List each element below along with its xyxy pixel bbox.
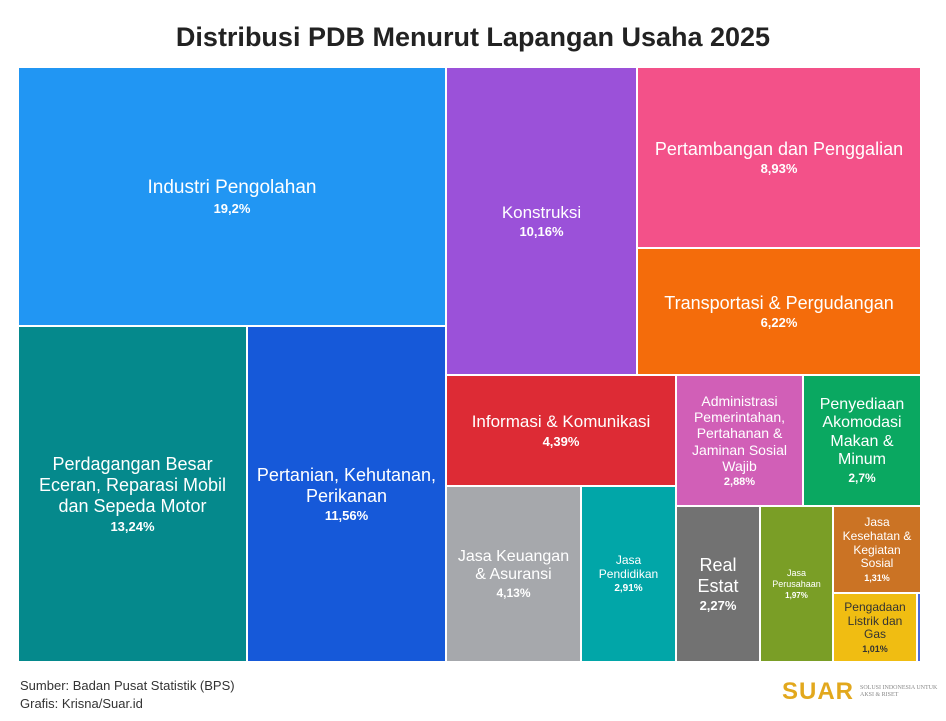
tile-value: 2,27% xyxy=(699,598,737,614)
tile-industri-pengolahan: Industri Pengolahan 19,2% xyxy=(18,67,446,326)
chart-title: Distribusi PDB Menurut Lapangan Usaha 20… xyxy=(175,22,771,52)
tile-transportasi: Transportasi & Pergudangan 6,22% xyxy=(637,248,921,375)
tile-jasa-kesehatan: Jasa Kesehatan & Kegiatan Sosial 1,31% xyxy=(833,506,921,593)
tile-value: 4,13% xyxy=(496,586,531,601)
tile-pengadaan-listrik-gas: Pengadaan Listrik dan Gas 1,01% xyxy=(833,593,917,662)
tile-value: 11,56% xyxy=(324,508,369,524)
tile-value: 13,24% xyxy=(110,518,155,534)
tile-value: 4,39% xyxy=(542,433,580,449)
tile-pertambangan: Pertambangan dan Penggalian 8,93% xyxy=(637,67,921,248)
tile-value: 2,7% xyxy=(848,471,876,486)
credit-note: Grafis: Krisna/Suar.id xyxy=(20,696,143,711)
tile-label: Industri Pengolahan xyxy=(147,177,317,199)
tile-label: Administrasi Pemerintahan, Pertahanan & … xyxy=(692,393,787,474)
tile-label: Pertanian, Kehutanan, Perikanan xyxy=(256,464,437,506)
logo-wordmark: SUAR xyxy=(782,678,855,705)
tile-label: Perdagangan Besar Eceran, Reparasi Mobil… xyxy=(38,454,227,516)
tile-value: 6,22% xyxy=(760,315,798,331)
tile-value: 1,01% xyxy=(862,644,888,655)
tile-label: Jasa Kesehatan & Kegiatan Sosial xyxy=(842,514,912,571)
tile-pertanian: Pertanian, Kehutanan, Perikanan 11,56% xyxy=(247,326,446,662)
tile-konstruksi: Konstruksi 10,16% xyxy=(446,67,637,375)
tile-label: Penyediaan Akomodasi Makan & Minum xyxy=(819,395,905,468)
tile-akomodasi-makan-minum: Penyediaan Akomodasi Makan & Minum 2,7% xyxy=(803,375,921,506)
tile-value: 1,31% xyxy=(864,573,890,584)
tile-informasi-komunikasi: Informasi & Komunikasi 4,39% xyxy=(446,375,676,486)
suar-logo: SUAR SOLUSI INDONESIA UNTUK AKSI & RISET xyxy=(782,678,938,706)
tile-label: Jasa Keuangan & Asuransi xyxy=(457,547,570,583)
logo-tagline: SOLUSI INDONESIA UNTUK AKSI & RISET xyxy=(860,684,938,698)
tile-label: Informasi & Komunikasi xyxy=(471,412,651,432)
tile-administrasi-pemerintahan: Administrasi Pemerintahan, Pertahanan & … xyxy=(676,375,803,506)
source-note: Sumber: Badan Pusat Statistik (BPS) xyxy=(20,678,235,693)
tile-other-small xyxy=(917,593,921,662)
tile-label: Pengadaan Listrik dan Gas xyxy=(844,599,906,642)
tile-jasa-perusahaan: Jasa Perusahaan 1,97% xyxy=(760,506,833,662)
tile-value: 2,91% xyxy=(614,583,643,595)
tile-jasa-keuangan: Jasa Keuangan & Asuransi 4,13% xyxy=(446,486,581,662)
tile-label: Jasa Perusahaan xyxy=(772,568,821,589)
tile-label: Transportasi & Pergudangan xyxy=(664,292,894,313)
tile-label: Konstruksi xyxy=(501,202,582,222)
tile-value: 1,97% xyxy=(785,590,808,600)
tile-real-estat: Real Estat 2,27% xyxy=(676,506,760,662)
tile-jasa-pendidikan: Jasa Pendidikan 2,91% xyxy=(581,486,676,662)
tile-value: 2,88% xyxy=(723,475,756,488)
tile-perdagangan: Perdagangan Besar Eceran, Reparasi Mobil… xyxy=(18,326,247,662)
tile-label: Pertambangan dan Penggalian xyxy=(654,138,904,159)
tile-value: 19,2% xyxy=(213,200,251,216)
tile-value: 10,16% xyxy=(519,224,564,240)
tile-label: Real Estat xyxy=(697,554,739,596)
tile-label: Jasa Pendidikan xyxy=(598,552,659,581)
tile-value: 8,93% xyxy=(760,161,798,177)
